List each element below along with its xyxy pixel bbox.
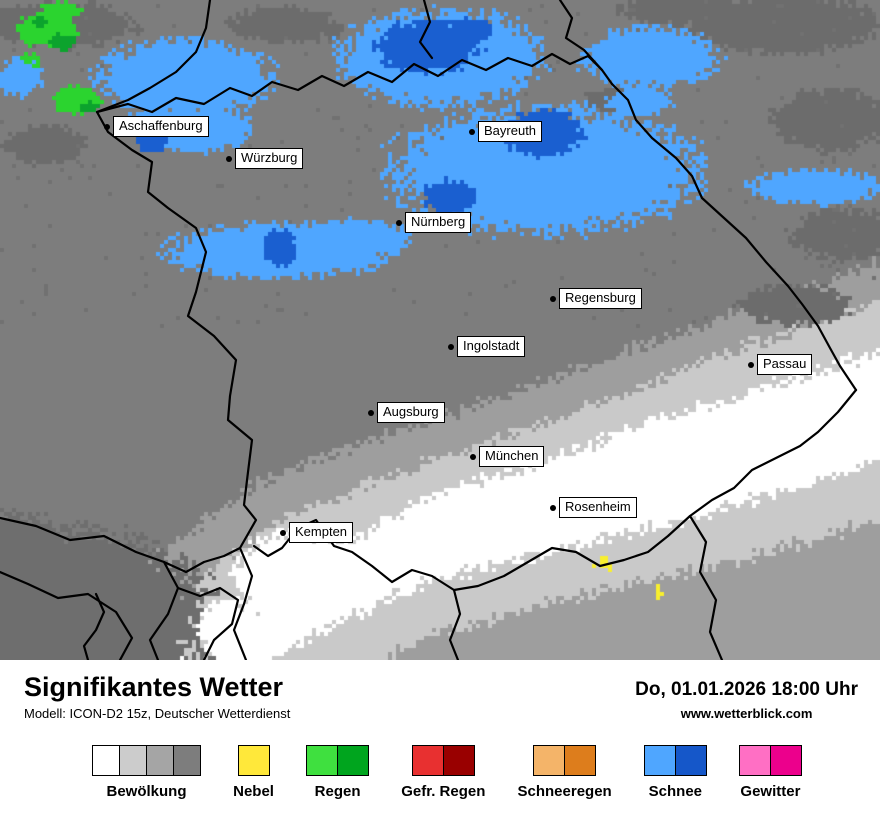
legend-swatch — [769, 746, 801, 775]
legend-label: Bewölkung — [106, 783, 187, 800]
legend-swatch — [307, 746, 338, 775]
city-label: Augsburg — [377, 402, 445, 423]
legend-group-nebel: Nebel — [233, 745, 274, 800]
border-stub-top-2 — [558, 0, 604, 72]
legend-swatch — [173, 746, 200, 775]
city-dot — [226, 156, 232, 162]
city-label: München — [479, 446, 545, 467]
city-dot — [448, 344, 454, 350]
border-line-s-center — [448, 588, 462, 660]
model-info: Modell: ICON-D2 15z, Deutscher Wetterdie… — [24, 706, 291, 721]
city-label: Kempten — [289, 522, 354, 543]
weather-legend: Bewölkung Nebel Regen Gefr. Regen Schneerege… — [0, 745, 880, 800]
border-line-sw-3 — [162, 546, 242, 574]
legend-label: Schneeregen — [517, 783, 612, 800]
legend-group-schneeregen: Schneeregen — [518, 745, 612, 800]
footer-left: Signifikantes Wetter Modell: ICON-D2 15z… — [24, 672, 290, 721]
legend-swatches — [92, 745, 201, 776]
legend-group-schnee: Schnee — [643, 745, 707, 800]
footer-header: Signifikantes Wetter Modell: ICON-D2 15z… — [0, 660, 880, 721]
legend-label: Nebel — [233, 783, 274, 800]
city-dot — [396, 220, 402, 226]
city-label: Passau — [757, 354, 813, 375]
legend-swatches — [237, 745, 270, 776]
city-dot — [550, 505, 556, 511]
city-markers-layer: Aschaffenburg Würzburg Bayreuth Nürnberg Reg… — [104, 116, 813, 543]
border-line-east — [610, 82, 858, 392]
city-label: Würzburg — [235, 148, 304, 169]
city-label: Nürnberg — [405, 212, 472, 233]
legend-swatch — [146, 746, 173, 775]
page-title: Signifikantes Wetter — [24, 672, 284, 702]
legend-swatch — [674, 746, 706, 775]
legend-swatch — [337, 746, 369, 775]
border-line-sw-2 — [0, 570, 134, 660]
city-label: Aschaffenburg — [113, 116, 209, 137]
border-line-sw-5 — [82, 592, 106, 660]
legend-swatch — [412, 746, 443, 775]
city-dot — [104, 124, 110, 130]
legend-swatches — [533, 745, 597, 776]
city-label: Regensburg — [559, 288, 642, 309]
legend-group-gefr-regen: Gefr. Regen — [401, 745, 485, 800]
borders-overlay — [0, 0, 858, 660]
legend-label: Gefr. Regen — [401, 783, 486, 800]
border-line-sw-4 — [176, 586, 240, 660]
legend-swatch — [644, 746, 675, 775]
website-url: www.wetterblick.com — [680, 706, 813, 721]
city-label: Bayreuth — [478, 121, 543, 142]
city-dot — [280, 530, 286, 536]
legend-swatch — [442, 746, 474, 775]
city-label: Ingolstadt — [457, 336, 526, 357]
city-dot — [550, 296, 556, 302]
legend-label: Gewitter — [740, 783, 801, 800]
legend-group-gewitter: Gewitter — [738, 745, 802, 800]
border-stub-top-1 — [418, 0, 434, 60]
city-dot — [470, 454, 476, 460]
city-dot — [748, 362, 754, 368]
legend-swatches — [643, 745, 707, 776]
border-line-north — [95, 52, 614, 114]
legend-group-bew-lkung: Bewölkung — [92, 745, 201, 800]
legend-swatch — [93, 746, 119, 775]
forecast-datetime: Do, 01.01.2026 18:00 Uhr — [635, 679, 858, 700]
legend-swatch — [534, 746, 565, 775]
border-line-se — [688, 514, 724, 660]
city-dot — [368, 410, 374, 416]
legend-swatches — [411, 745, 475, 776]
legend-label: Schnee — [648, 783, 702, 800]
border-line-sw-1 — [0, 516, 180, 660]
footer-right: Do, 01.01.2026 18:00 Uhr www.wetterblick… — [635, 672, 858, 721]
legend-swatch — [119, 746, 146, 775]
legend-swatches — [306, 745, 370, 776]
border-line-west — [95, 0, 258, 660]
legend-label: Regen — [314, 783, 361, 800]
legend-group-regen: Regen — [306, 745, 370, 800]
legend-swatches — [738, 745, 802, 776]
city-label: Rosenheim — [559, 497, 637, 518]
weather-map: Aschaffenburg Würzburg Bayreuth Nürnberg Reg… — [0, 0, 880, 660]
legend-swatch — [238, 746, 269, 775]
legend-swatch — [564, 746, 596, 775]
city-dot — [469, 129, 475, 135]
footer-panel: Signifikantes Wetter Modell: ICON-D2 15z… — [0, 660, 880, 830]
legend-swatch — [739, 746, 770, 775]
